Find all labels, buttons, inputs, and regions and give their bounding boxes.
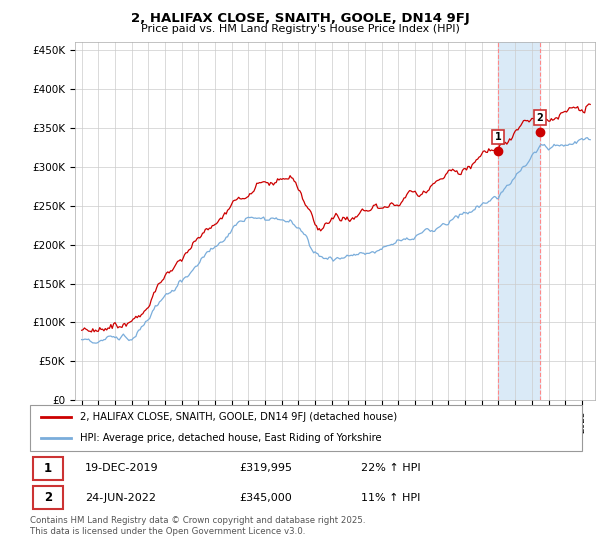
Text: 2, HALIFAX CLOSE, SNAITH, GOOLE, DN14 9FJ (detached house): 2, HALIFAX CLOSE, SNAITH, GOOLE, DN14 9F…: [80, 412, 397, 422]
Text: 22% ↑ HPI: 22% ↑ HPI: [361, 463, 421, 473]
Text: 2: 2: [44, 491, 52, 504]
Text: 2, HALIFAX CLOSE, SNAITH, GOOLE, DN14 9FJ: 2, HALIFAX CLOSE, SNAITH, GOOLE, DN14 9F…: [131, 12, 469, 25]
Text: 11% ↑ HPI: 11% ↑ HPI: [361, 493, 421, 503]
Bar: [498, 42, 540, 400]
Text: 19-DEC-2019: 19-DEC-2019: [85, 463, 159, 473]
Text: 1: 1: [494, 132, 502, 142]
Text: HPI: Average price, detached house, East Riding of Yorkshire: HPI: Average price, detached house, East…: [80, 433, 382, 444]
Text: 1: 1: [44, 462, 52, 475]
Text: 2: 2: [536, 113, 543, 123]
FancyBboxPatch shape: [33, 456, 63, 480]
Text: 24-JUN-2022: 24-JUN-2022: [85, 493, 156, 503]
FancyBboxPatch shape: [30, 405, 582, 451]
Text: Price paid vs. HM Land Registry's House Price Index (HPI): Price paid vs. HM Land Registry's House …: [140, 24, 460, 34]
FancyBboxPatch shape: [33, 486, 63, 510]
Text: £345,000: £345,000: [240, 493, 293, 503]
Text: £319,995: £319,995: [240, 463, 293, 473]
Text: Contains HM Land Registry data © Crown copyright and database right 2025.
This d: Contains HM Land Registry data © Crown c…: [30, 516, 365, 536]
